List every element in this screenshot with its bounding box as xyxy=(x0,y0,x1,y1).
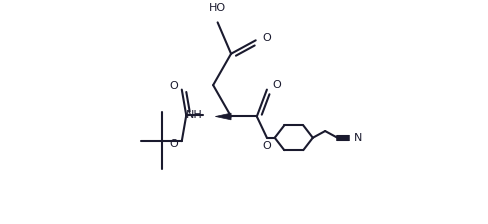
Text: N: N xyxy=(353,133,361,143)
Text: O: O xyxy=(169,140,178,149)
Text: HO: HO xyxy=(209,3,226,13)
Text: O: O xyxy=(262,33,271,43)
Text: NH: NH xyxy=(186,110,203,120)
Text: O: O xyxy=(169,81,178,91)
Text: O: O xyxy=(262,141,271,151)
Polygon shape xyxy=(215,113,231,120)
Text: O: O xyxy=(272,80,281,90)
